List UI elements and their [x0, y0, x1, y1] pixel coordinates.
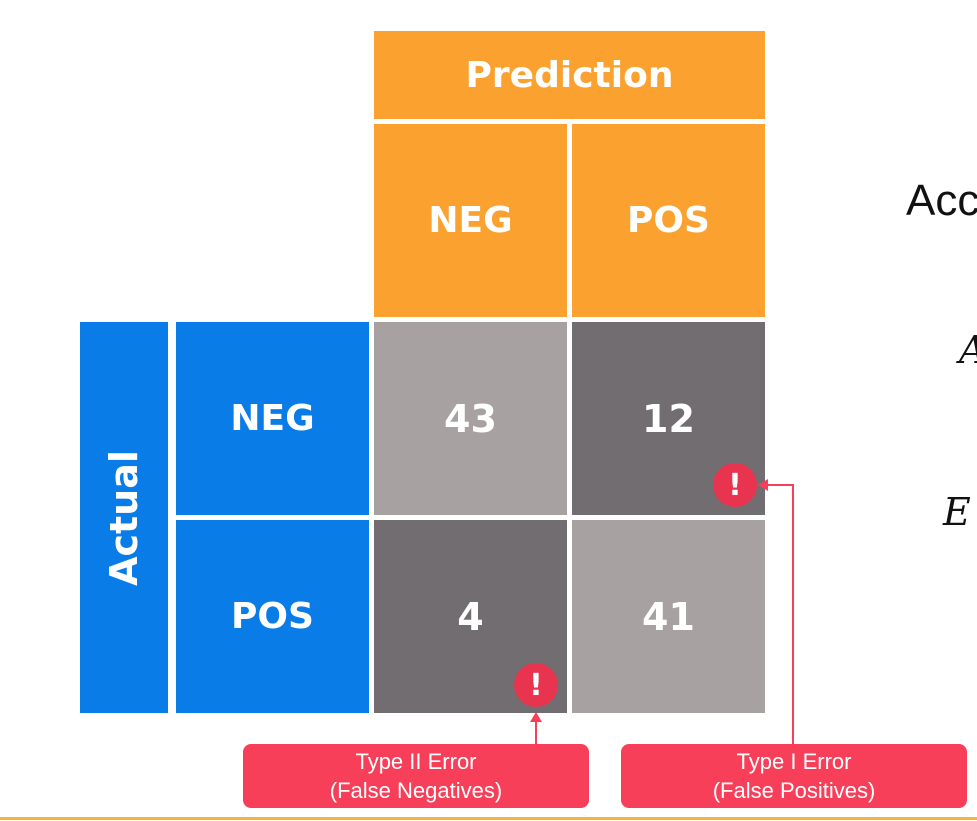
cell-fp-value: 12	[642, 396, 695, 441]
col-header-pos: POS	[572, 124, 765, 317]
col-header-pos-label: POS	[627, 200, 710, 241]
cell-true-positive: 41	[572, 520, 765, 713]
exclamation-circle-icon: !	[514, 663, 558, 707]
type1-error-callout: Type I Error (False Positives)	[621, 744, 967, 808]
side-text-a: A	[959, 328, 977, 372]
cell-true-negative: 43	[374, 322, 567, 515]
type2-line2: (False Negatives)	[329, 778, 503, 803]
actual-header: Actual	[80, 322, 168, 713]
cell-tp-value: 41	[642, 594, 695, 639]
prediction-header-label: Prediction	[465, 54, 674, 96]
type2-error-callout: Type II Error (False Negatives)	[243, 744, 589, 808]
bottom-divider	[0, 817, 977, 820]
cell-tn-value: 43	[444, 396, 497, 441]
side-text-acc: Acc	[906, 176, 977, 225]
type2-line1: Type II Error	[355, 749, 477, 774]
row-header-neg-label: NEG	[230, 398, 315, 439]
type2-arrowhead	[530, 712, 542, 722]
cell-false-positive: 12	[572, 322, 765, 515]
warning-glyph-fn: !	[529, 667, 543, 703]
prediction-header: Prediction	[374, 31, 765, 119]
side-text-e: E	[943, 490, 971, 534]
cell-fn-value: 4	[457, 594, 484, 639]
exclamation-circle-icon: !	[713, 463, 757, 507]
row-header-neg: NEG	[176, 322, 369, 515]
type1-line2: (False Positives)	[712, 778, 876, 803]
row-header-pos-label: POS	[231, 596, 314, 637]
actual-header-label: Actual	[102, 449, 147, 586]
type1-connector	[762, 484, 794, 744]
row-header-pos: POS	[176, 520, 369, 713]
warning-glyph-fp: !	[728, 467, 742, 503]
col-header-neg: NEG	[374, 124, 567, 317]
col-header-neg-label: NEG	[428, 200, 513, 241]
type1-line1: Type I Error	[736, 749, 852, 774]
